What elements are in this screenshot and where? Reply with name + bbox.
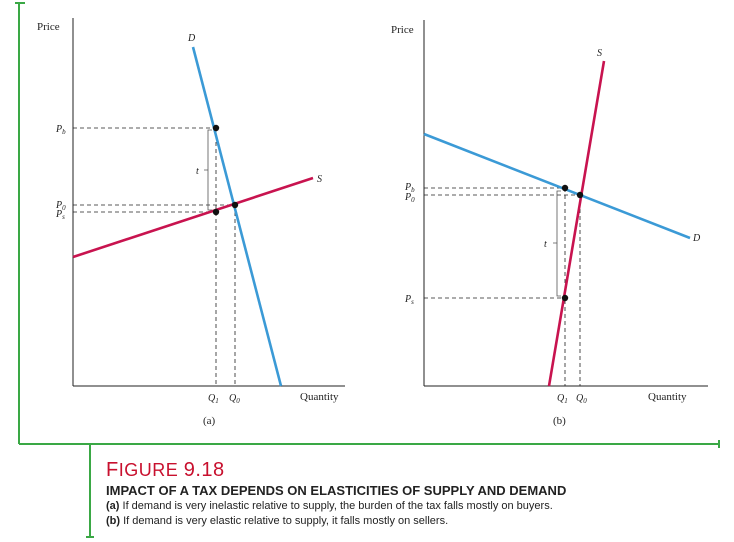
panel-b-supply-label: S xyxy=(597,48,602,59)
figure-heading: IMPACT OF A TAX DEPENDS ON ELASTICITIES … xyxy=(106,483,567,498)
panel-b: Price Quantity (b) D S t Pb P0 Ps Q1 Q0 xyxy=(391,20,708,427)
figure-number: 9.18 xyxy=(183,459,225,481)
panel-a-supply-label: S xyxy=(317,174,322,185)
panel-a-y-axis-label: Price xyxy=(37,21,60,33)
caption-line-b: (b) If demand is very elastic relative t… xyxy=(106,514,726,529)
figure-word-initial: F xyxy=(106,459,119,481)
panel-b-q0-label: Q0 xyxy=(576,393,587,405)
caption-line-a-text: If demand is very inelastic relative to … xyxy=(122,500,553,512)
panel-a-seller-price-point xyxy=(212,208,220,216)
panel-b-supply-curve xyxy=(547,60,606,387)
panel-a-pb-label: Pb xyxy=(55,124,66,136)
caption-line-b-text: If demand is very elastic relative to su… xyxy=(123,515,449,527)
panel-a: Price Quantity (a) D S t Pb P0 Ps Q1 Q0 xyxy=(37,18,345,427)
panel-b-demand-curve xyxy=(423,132,691,240)
panel-a-guides xyxy=(73,127,236,386)
panel-b-panel-label: (b) xyxy=(553,415,566,427)
panel-b-p0-label: P0 xyxy=(404,192,415,204)
figure-word-rest: IGURE xyxy=(118,460,179,480)
panel-a-buyer-price-point xyxy=(212,124,220,132)
panel-a-demand-curve xyxy=(191,46,283,387)
panel-b-y-axis-label: Price xyxy=(391,24,414,36)
panel-b-tax-brace xyxy=(553,190,561,297)
panel-b-seller-price-point xyxy=(561,294,569,302)
panel-b-q1-label: Q1 xyxy=(557,393,568,405)
caption-line-a-prefix: (a) xyxy=(106,500,120,512)
figure-number-title: FIGURE 9.18 xyxy=(106,460,726,480)
panel-a-p0-label: P0 xyxy=(55,200,66,212)
panel-b-ps-label: Ps xyxy=(404,294,414,306)
panel-b-x-axis-label: Quantity xyxy=(648,391,687,403)
panel-b-buyer-price-point xyxy=(561,184,569,192)
panel-a-supply-curve xyxy=(72,176,314,259)
panel-b-equilibrium-point xyxy=(576,191,584,199)
caption-line-a: (a) If demand is very inelastic relative… xyxy=(106,499,726,514)
panel-a-panel-label: (a) xyxy=(203,415,216,427)
green-frame xyxy=(15,2,720,538)
panel-b-demand-label: D xyxy=(692,233,701,244)
panel-a-demand-label: D xyxy=(187,33,196,44)
panel-a-equilibrium-point xyxy=(231,201,239,209)
panel-a-tax-label: t xyxy=(196,166,199,177)
panel-a-q1-label: Q1 xyxy=(208,393,219,405)
panel-b-pb-label: Pb xyxy=(404,182,415,194)
panel-a-x-axis-label: Quantity xyxy=(300,391,339,403)
panel-a-ps-label: Ps xyxy=(55,209,65,221)
panel-a-tax-brace xyxy=(204,129,212,211)
figure-caption: FIGURE 9.18 IMPACT OF A TAX DEPENDS ON E… xyxy=(106,460,726,529)
panel-a-q0-label: Q0 xyxy=(229,393,240,405)
panel-b-tax-label: t xyxy=(544,239,547,250)
caption-line-b-prefix: (b) xyxy=(106,515,121,527)
